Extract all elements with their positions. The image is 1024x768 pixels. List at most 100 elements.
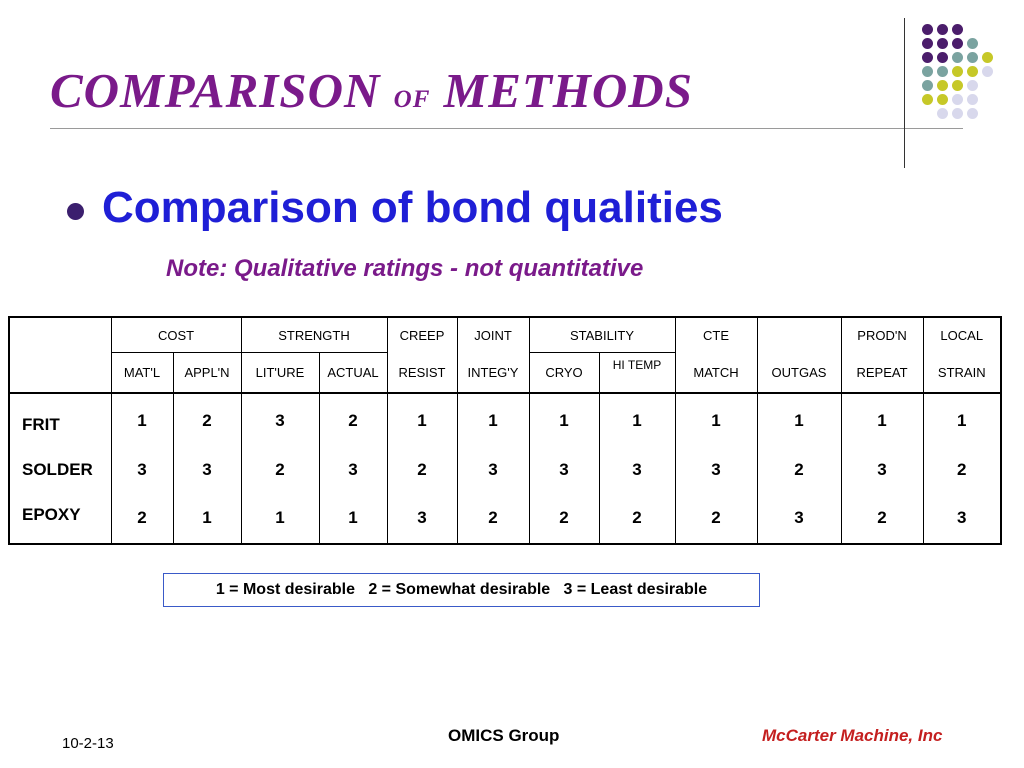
decor-dot (922, 38, 933, 49)
decor-dot (952, 52, 963, 63)
rating-legend: 1 = Most desirable 2 = Somewhat desirabl… (163, 573, 760, 607)
decor-dot (937, 80, 948, 91)
table-row: FRIT 1 2 3 2 1 1 1 1 1 1 1 1 (9, 393, 1001, 447)
rating-cell: 2 (675, 492, 758, 544)
rating-cell: 3 (111, 447, 174, 492)
slide-title: COMPARISON of METHODS (50, 62, 890, 119)
rating-cell: 3 (757, 492, 842, 544)
rating-cell: 3 (173, 447, 242, 492)
decor-dot (922, 24, 933, 35)
subheader-cell: LIT'URE (241, 352, 320, 394)
decor-dot (952, 108, 963, 119)
row-label: EPOXY (9, 492, 112, 544)
row-label: SOLDER (9, 447, 112, 492)
rating-cell: 3 (599, 447, 676, 492)
rating-cell: 2 (599, 492, 676, 544)
header-group-outgas (757, 317, 842, 353)
rating-cell: 1 (457, 393, 530, 447)
subheader-cell: APPL'N (173, 352, 242, 394)
rating-cell: 2 (387, 447, 458, 492)
rating-cell: 1 (387, 393, 458, 447)
decor-dot (952, 66, 963, 77)
decor-dot (937, 24, 948, 35)
title-underline (50, 128, 963, 129)
decor-dot (982, 66, 993, 77)
header-group-prodn: PROD'N (841, 317, 924, 353)
rating-cell: 1 (957, 410, 967, 430)
subheader-cell: REPEAT (841, 352, 924, 394)
table-row: EPOXY 2 1 1 1 3 2 2 2 2 3 2 3 (9, 492, 1001, 544)
decor-dot (967, 38, 978, 49)
ratings-table: COST STRENGTH CREEP JOINT STABILITY CTE … (8, 316, 1002, 545)
decor-dot (922, 80, 933, 91)
decor-dot (982, 52, 993, 63)
bullet-heading: Comparison of bond qualities (102, 183, 723, 232)
subheader-cell: MAT'L (111, 352, 174, 394)
decor-dot (952, 94, 963, 105)
decor-dot (922, 52, 933, 63)
header-corner-cell (9, 317, 112, 394)
title-part-2: of (393, 75, 431, 115)
rating-cell: 3 (319, 447, 388, 492)
decor-dot (937, 66, 948, 77)
rating-cell: 2 (757, 447, 842, 492)
decor-dot (967, 52, 978, 63)
header-group-creep: CREEP (387, 317, 458, 353)
decor-dot (952, 38, 963, 49)
rating-cell: 3 (841, 447, 924, 492)
header-group-joint: JOINT (457, 317, 530, 353)
rating-cell: 1 (241, 492, 320, 544)
rating-cell: 1 (599, 393, 676, 447)
rating-cell: 1 (675, 393, 758, 447)
rating-cell: 1 (111, 393, 174, 447)
header-group-cte: CTE (675, 317, 758, 353)
rating-cell: 2 (241, 447, 320, 492)
rating-cell: 2 (319, 393, 388, 447)
rating-cell: 1 (757, 393, 842, 447)
title-part-3: METHODS (430, 63, 693, 118)
decor-dot (952, 24, 963, 35)
subheader-cell: STRAIN (923, 352, 1001, 394)
rating-cell: 2 (841, 492, 924, 544)
decor-dot (922, 94, 933, 105)
decor-dot (967, 108, 978, 119)
decor-dot (967, 66, 978, 77)
table-subheader-row: MAT'L APPL'N LIT'URE ACTUAL RESIST INTEG… (9, 352, 1001, 394)
table-header-row: COST STRENGTH CREEP JOINT STABILITY CTE … (9, 317, 1001, 394)
subheader-cell: INTEG'Y (457, 352, 530, 394)
rating-cell: 2 (173, 393, 242, 447)
rating-cell: 2 (111, 492, 174, 544)
corner-divider (904, 18, 905, 168)
rating-cell: 2 (457, 492, 530, 544)
table-row: SOLDER 3 3 2 3 2 3 3 3 3 2 3 2 (9, 447, 1001, 492)
decor-dot (967, 80, 978, 91)
bullet-dot-icon (67, 203, 84, 220)
rating-cell: 1 (173, 492, 242, 544)
note-text: Note: Qualitative ratings - not quantita… (166, 255, 644, 282)
decor-dot (937, 108, 948, 119)
footer-date: 10-2-13 (62, 735, 114, 752)
subheader-cell: CRYO (529, 352, 600, 394)
rating-cell: 3 (457, 447, 530, 492)
rating-cell: 3 (675, 447, 758, 492)
subheader-cell: OUTGAS (757, 352, 842, 394)
subheader-cell: RESIST (387, 352, 458, 394)
title-part-1: COMPARISON (50, 63, 394, 118)
rating-cell: 2 (529, 492, 600, 544)
header-group-strength: STRENGTH (241, 317, 388, 353)
footer-org: OMICS Group (448, 726, 560, 745)
rating-cell: 1 (529, 393, 600, 447)
subheader-cell: MATCH (675, 352, 758, 394)
rating-cell: 3 (387, 492, 458, 544)
decor-dot (937, 38, 948, 49)
row-label: FRIT (9, 393, 112, 447)
header-group-stability: STABILITY (529, 317, 676, 353)
rating-cell: 1 (319, 492, 388, 544)
decor-dot (922, 66, 933, 77)
subheader-cell: HI TEMP (599, 352, 676, 394)
rating-cell: 3 (241, 393, 320, 447)
rating-cell: 2 (957, 459, 967, 479)
rating-cell: 3 (957, 507, 967, 527)
decor-dot (937, 94, 948, 105)
header-group-local: LOCAL (940, 327, 984, 343)
